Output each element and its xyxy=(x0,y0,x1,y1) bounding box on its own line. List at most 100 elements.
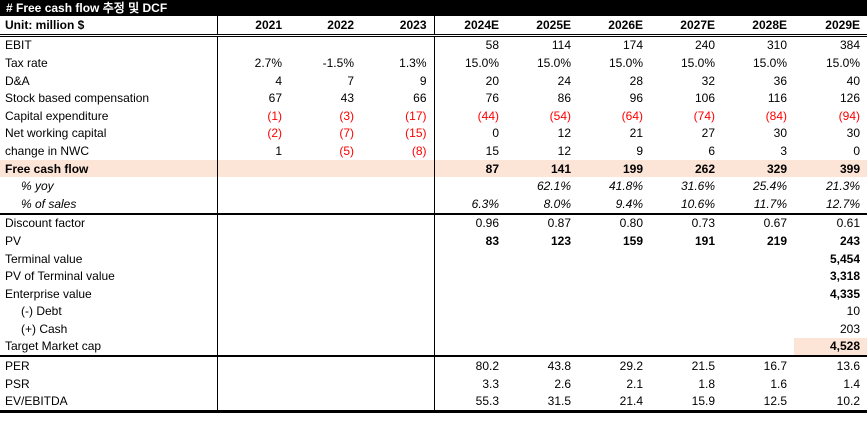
cell: 30 xyxy=(846,126,860,141)
cell xyxy=(361,194,435,215)
cell xyxy=(289,267,361,285)
cell xyxy=(217,320,289,338)
row-label: PER xyxy=(0,356,218,375)
table-row: % of sales 6.3% 8.0% 9.4% 10.6% 11.7% 12.7% xyxy=(0,194,867,215)
cell: (2) xyxy=(267,126,282,141)
cell: (1) xyxy=(267,108,282,123)
table-row: Tax rate 2.7% -1.5% 1.3% 15.0% 15.0% 15.0% 15.0… xyxy=(0,54,867,72)
table-row: EV/EBITDA 55.3 31.5 21.4 15.9 12.5 10.2 xyxy=(0,392,867,414)
column-header-2022: 2022 xyxy=(289,16,361,37)
cell: 0.73 xyxy=(691,216,715,231)
table-title: # Free cash flow 추정 및 DCF xyxy=(0,0,867,16)
row-label: Stock based compensation xyxy=(0,89,218,107)
cell: 0.96 xyxy=(475,216,499,231)
column-header-2027E: 2027E xyxy=(650,16,722,37)
cell xyxy=(578,250,650,268)
cell xyxy=(578,320,650,338)
cell: 6.3% xyxy=(434,194,506,215)
cell: (8) xyxy=(361,142,435,160)
cell: 40 xyxy=(846,73,860,88)
column-header-2021: 2021 xyxy=(217,16,289,37)
cell: 11.7% xyxy=(722,194,794,215)
row-label: EBIT xyxy=(0,35,218,55)
cell xyxy=(361,35,435,55)
cell xyxy=(434,250,506,268)
cell: 174 xyxy=(622,38,643,53)
cell xyxy=(434,285,506,303)
table-row: PV 83 123 159 191 219 243 xyxy=(0,232,867,250)
cell: 31.6% xyxy=(680,179,715,194)
cell: (84) xyxy=(765,108,787,123)
cell: 16.7 xyxy=(763,359,787,374)
cell: 15.0% xyxy=(536,55,571,70)
cell: 310 xyxy=(766,38,787,53)
cell xyxy=(361,392,435,414)
column-header-2025E: 2025E xyxy=(506,16,578,37)
cell: 62.1% xyxy=(536,179,571,194)
cell xyxy=(289,303,361,321)
cell: 1 xyxy=(275,143,282,158)
cell: (5) xyxy=(339,143,354,158)
cell xyxy=(361,302,435,321)
cell xyxy=(722,267,794,285)
cell xyxy=(361,320,435,338)
cell: 10.6% xyxy=(650,194,722,215)
cell: (7) xyxy=(339,126,354,141)
cell: (54) xyxy=(549,108,571,123)
cell xyxy=(217,337,289,358)
cell: 31.5 xyxy=(506,392,578,414)
row-label: Enterprise value xyxy=(0,284,218,303)
cell xyxy=(434,177,506,195)
cell: 21 xyxy=(629,126,643,141)
cell xyxy=(506,337,578,358)
cell: 83 xyxy=(485,233,499,248)
cell xyxy=(361,249,435,268)
cell xyxy=(217,285,289,303)
cell xyxy=(722,285,794,303)
cell: 262 xyxy=(650,159,722,178)
cell: 27 xyxy=(701,126,715,141)
row-label: PV of Terminal value xyxy=(0,267,218,285)
cell: 12.7% xyxy=(794,194,867,215)
cell: 36 xyxy=(773,73,787,88)
cell xyxy=(650,285,722,303)
cell xyxy=(722,337,794,358)
cell xyxy=(361,232,435,250)
cell xyxy=(722,303,794,321)
cell: 243 xyxy=(839,233,860,248)
cell: 21.3% xyxy=(825,179,860,194)
row-label: PSR xyxy=(0,374,218,393)
cell xyxy=(289,392,361,414)
table-row: change in NWC 1 (5) (8) 15 12 9 6 3 0 xyxy=(0,142,867,160)
cell: 9.4% xyxy=(578,194,650,215)
cell xyxy=(434,337,506,358)
cell: (3) xyxy=(339,108,354,123)
cell: 29.2 xyxy=(619,359,643,374)
cell: 159 xyxy=(622,233,643,248)
cell: 9 xyxy=(636,143,643,158)
cell xyxy=(217,232,289,250)
cell xyxy=(289,194,361,215)
row-label: Discount factor xyxy=(0,213,218,233)
cell: -1.5% xyxy=(322,55,354,70)
cell xyxy=(506,303,578,321)
table-row: PSR 3.3 2.6 2.1 1.8 1.6 1.4 xyxy=(0,374,867,393)
cell xyxy=(506,267,578,285)
cell: 123 xyxy=(550,233,571,248)
cell xyxy=(289,232,361,250)
row-label: Capital expenditure xyxy=(0,106,218,125)
cell xyxy=(289,177,361,195)
cell xyxy=(722,320,794,338)
cell: 43 xyxy=(340,91,354,106)
row-label: Net working capital xyxy=(0,124,218,143)
column-header-2029E: 2029E xyxy=(794,16,867,37)
cell: 0.87 xyxy=(547,216,571,231)
cell: (44) xyxy=(477,108,499,123)
cell: 7 xyxy=(347,73,354,88)
cell: 10 xyxy=(846,304,860,319)
cell xyxy=(361,267,435,285)
cell xyxy=(289,250,361,268)
cell: 1.8 xyxy=(698,376,715,391)
cell: 6 xyxy=(708,143,715,158)
cell xyxy=(361,213,435,233)
